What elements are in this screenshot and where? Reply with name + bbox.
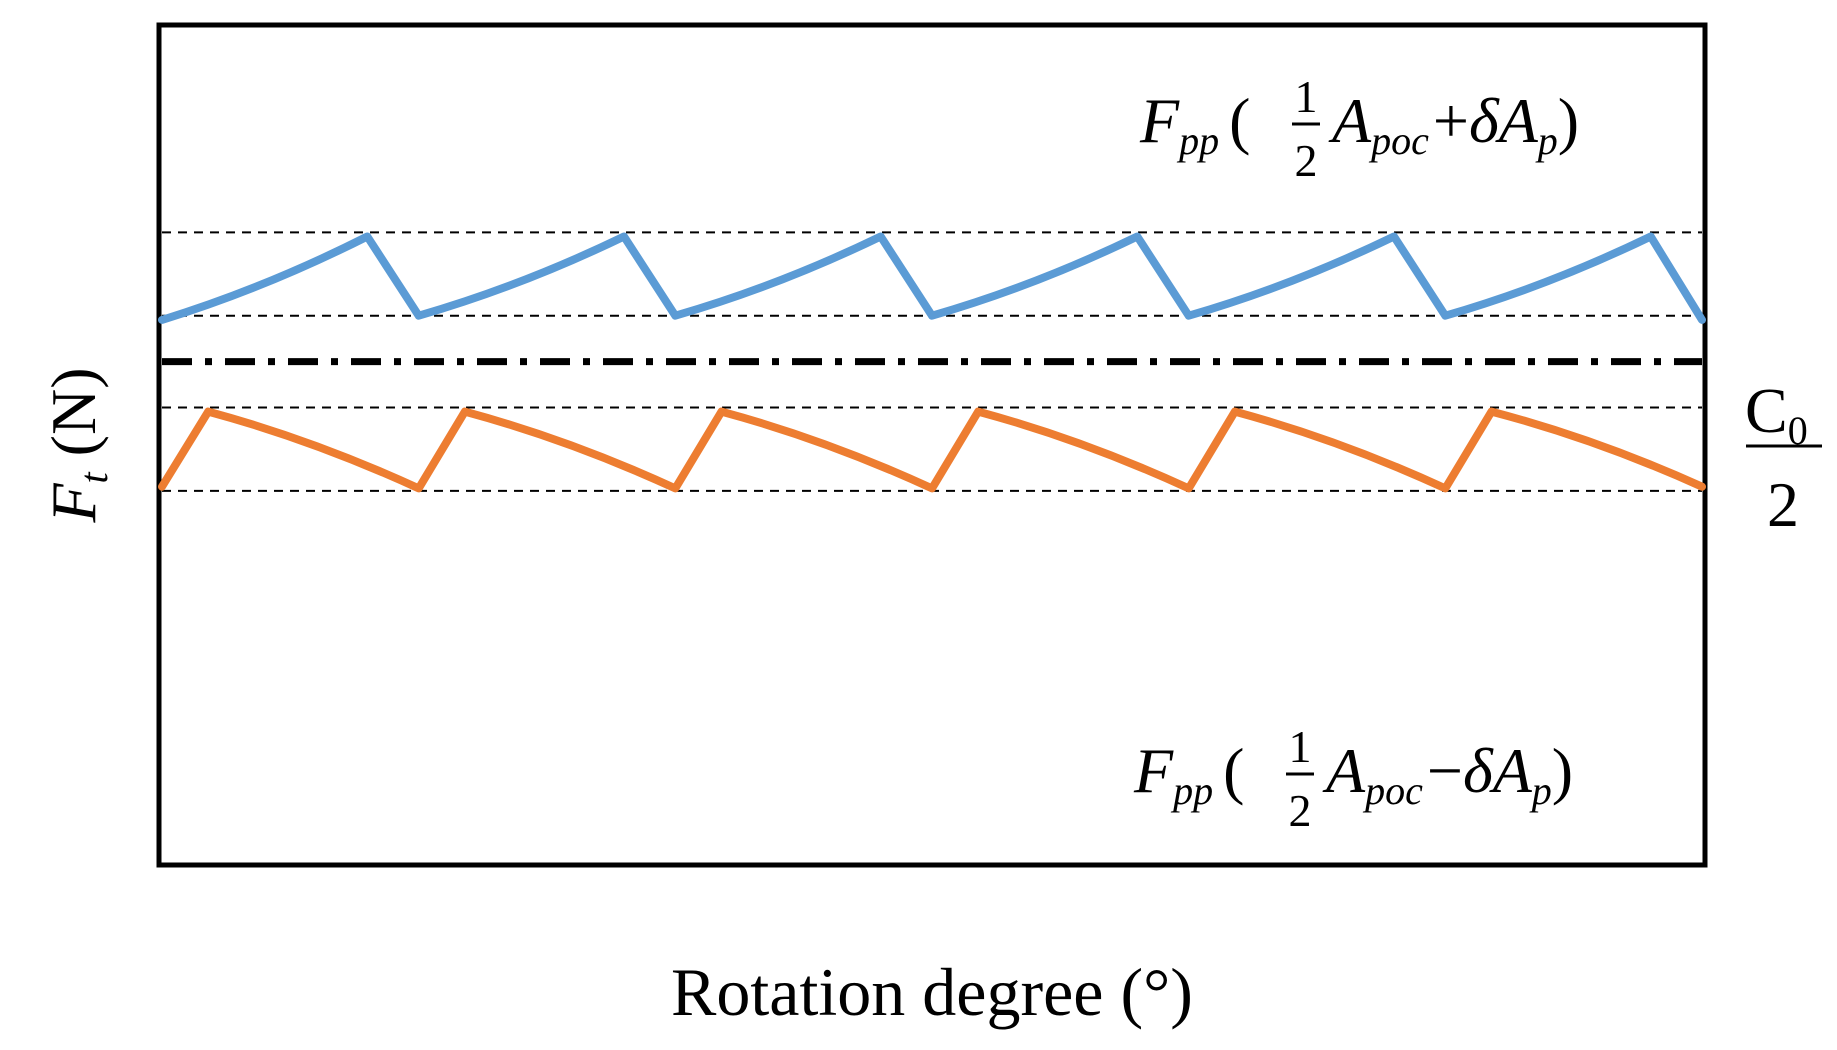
lower-formula: Fpp( xyxy=(1133,735,1244,813)
upper-formula-op: + xyxy=(1433,85,1469,156)
upper-formula: Fpp( xyxy=(1139,85,1250,163)
plot-frame xyxy=(156,22,1708,868)
lower-formula-rest: Apoc−δAp) xyxy=(1322,735,1573,813)
lower-formula-f-sub: pp xyxy=(1170,768,1213,813)
upper-formula-frac-num: 1 xyxy=(1295,71,1318,122)
upper-formula-open: ( xyxy=(1229,85,1250,156)
lower-formula-a2: A xyxy=(1489,735,1533,806)
lower-formula-a: A xyxy=(1322,735,1366,806)
x-axis-label: Rotation degree (°) xyxy=(671,954,1193,1030)
lower-formula-frac-num: 1 xyxy=(1289,721,1312,772)
lower-formula-a-sub: poc xyxy=(1362,768,1423,813)
centerline-label-num: C0 xyxy=(1745,375,1808,453)
upper-formula-frac-den: 2 xyxy=(1295,135,1318,186)
series-line-lower xyxy=(158,407,1706,493)
series-line-upper xyxy=(158,232,1706,324)
y-axis-label-unit: (N) xyxy=(38,367,109,456)
upper-formula-a2-sub: p xyxy=(1535,118,1558,163)
y-axis-label-symbol: F xyxy=(38,483,109,524)
upper-formula-f: F xyxy=(1139,85,1180,156)
y-axis-label: Ft (N) xyxy=(38,367,116,523)
lower-formula-delta: δ xyxy=(1463,735,1494,806)
upper-formula-rest: Apoc+δAp) xyxy=(1328,85,1579,163)
upper-formula-a: A xyxy=(1328,85,1372,156)
centerline-label-den: 2 xyxy=(1767,469,1799,540)
lower-formula-f: F xyxy=(1133,735,1174,806)
lower-formula-close: ) xyxy=(1552,735,1573,806)
lower-formula-frac-den: 2 xyxy=(1289,785,1312,836)
upper-formula-delta: δ xyxy=(1469,85,1500,156)
centerline-label-c-sub: 0 xyxy=(1788,408,1808,453)
lower-formula-op: − xyxy=(1427,735,1463,806)
lower-formula-open: ( xyxy=(1223,735,1244,806)
centerline-label-c: C xyxy=(1745,375,1788,446)
upper-formula-a-sub: poc xyxy=(1368,118,1429,163)
lower-formula-a2-sub: p xyxy=(1529,768,1552,813)
upper-formula-f-sub: pp xyxy=(1176,118,1219,163)
upper-formula-a2: A xyxy=(1495,85,1539,156)
upper-formula-close: ) xyxy=(1558,85,1579,156)
y-axis-label-sub: t xyxy=(71,471,116,483)
